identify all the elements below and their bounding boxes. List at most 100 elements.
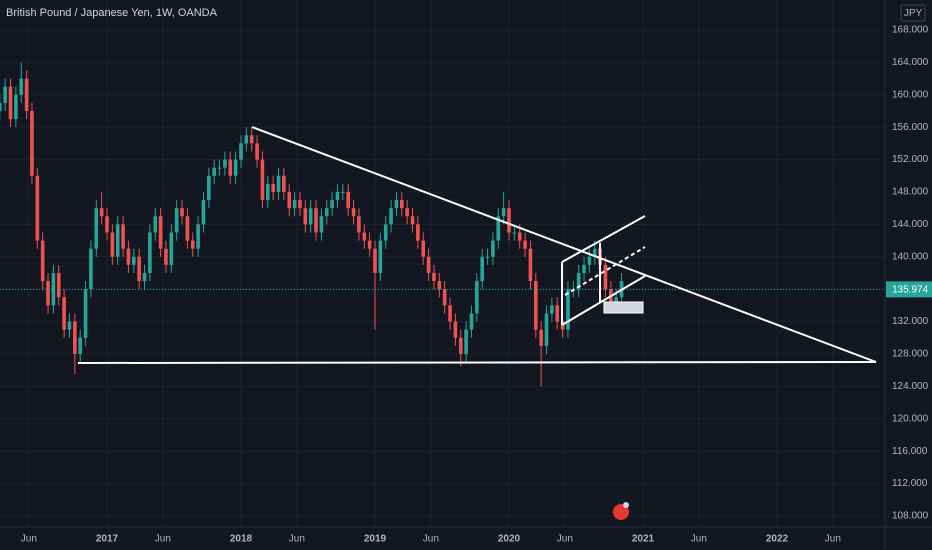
candle-body <box>469 313 474 330</box>
x-tick-label: Jun <box>289 534 305 545</box>
candle-body <box>276 175 281 192</box>
candle-body <box>346 191 350 209</box>
candle-body <box>576 272 581 290</box>
candle-body <box>308 208 313 225</box>
x-tick-label: Jun <box>21 534 37 545</box>
candle-body <box>496 216 501 241</box>
candle-body <box>185 216 190 241</box>
candle-body <box>357 216 361 233</box>
candle-body <box>35 175 40 241</box>
y-tick-label: 160.000 <box>892 89 929 100</box>
x-tick-label: 2019 <box>364 534 387 545</box>
candle-body <box>217 167 222 169</box>
x-tick-label: Jun <box>691 534 707 545</box>
y-tick-label: 128.000 <box>892 349 929 360</box>
candle-body <box>153 216 158 233</box>
candle-body <box>539 329 543 346</box>
candle-body <box>555 305 560 322</box>
time-axis <box>0 527 932 550</box>
candle-body <box>437 281 442 290</box>
candle-body <box>169 232 174 265</box>
candle-body <box>410 216 415 225</box>
candle-body <box>255 143 259 160</box>
candle-body <box>351 208 356 217</box>
last-price-box <box>886 281 932 298</box>
candle-body <box>303 208 308 225</box>
candle-body <box>174 208 179 233</box>
y-tick-label: 152.000 <box>892 154 929 165</box>
candle-body <box>73 321 77 354</box>
candle-body <box>378 240 383 273</box>
y-tick-label: 148.000 <box>892 187 929 198</box>
candle-body <box>3 86 7 103</box>
candle-body <box>426 256 431 273</box>
candle-body <box>46 281 50 306</box>
candle-body <box>83 289 88 338</box>
currency: JPY <box>904 8 923 19</box>
support-line <box>77 361 877 364</box>
price-axis <box>885 0 932 550</box>
channel-upper <box>561 215 646 263</box>
x-tick-label: 2021 <box>632 534 655 545</box>
y-tick-label: 124.000 <box>892 381 929 392</box>
candle-body <box>373 248 377 273</box>
candle-body <box>421 240 426 257</box>
candle-body <box>491 240 495 257</box>
y-tick-label: 164.000 <box>892 57 929 68</box>
candle-body <box>335 191 340 201</box>
y-tick-label: 112.000 <box>892 478 928 489</box>
candle-body <box>24 78 29 111</box>
candle-body <box>228 159 233 176</box>
x-tick-label: 2022 <box>766 534 789 545</box>
candle-body <box>201 200 206 225</box>
candle-body <box>19 78 24 95</box>
y-tick-label: 156.000 <box>892 122 929 133</box>
candle-body <box>62 297 66 330</box>
box <box>603 301 644 314</box>
candle-body <box>142 272 147 282</box>
currency-box <box>900 4 926 22</box>
candle-body <box>164 248 168 265</box>
candle-body <box>207 175 211 201</box>
event-icon <box>613 502 629 520</box>
candle-body <box>8 86 13 120</box>
y-tick-label: 168.000 <box>892 25 929 36</box>
candle-body <box>121 224 125 249</box>
candle-body <box>126 248 131 265</box>
candle-body <box>458 337 463 354</box>
candle-body <box>453 321 458 338</box>
candle-body <box>131 256 136 265</box>
x-tick-label: Jun <box>155 534 171 545</box>
candle-body <box>544 313 549 346</box>
x-tick-label: Jun <box>557 534 573 545</box>
trend-line <box>251 126 877 363</box>
candle-body <box>566 289 570 330</box>
candle-body <box>287 191 292 209</box>
candle-body <box>314 208 318 233</box>
icon-badge <box>623 502 629 508</box>
x-tick-label: 2018 <box>230 534 253 545</box>
candle-body <box>362 232 367 241</box>
candle-body <box>158 216 163 249</box>
channel-lower <box>561 275 646 326</box>
candle-body <box>367 240 372 249</box>
candle-body <box>233 159 238 176</box>
candle-body <box>260 159 265 201</box>
candle-body <box>212 167 216 176</box>
candle-body <box>94 208 99 249</box>
candle-body <box>244 135 249 144</box>
candle-body <box>239 143 243 160</box>
x-tick-label: 2017 <box>96 534 119 545</box>
candle-body <box>394 200 399 209</box>
candle-body <box>485 256 490 258</box>
candle-body <box>517 232 522 241</box>
candle-body <box>592 248 597 257</box>
candle-body <box>249 135 254 144</box>
candle-body <box>105 216 109 233</box>
channel-mid <box>564 246 646 296</box>
candle-body <box>582 264 586 273</box>
candle-body <box>14 94 18 120</box>
candle-body <box>480 256 484 282</box>
candle-body <box>528 248 533 282</box>
x-tick-label: 2020 <box>498 534 521 545</box>
